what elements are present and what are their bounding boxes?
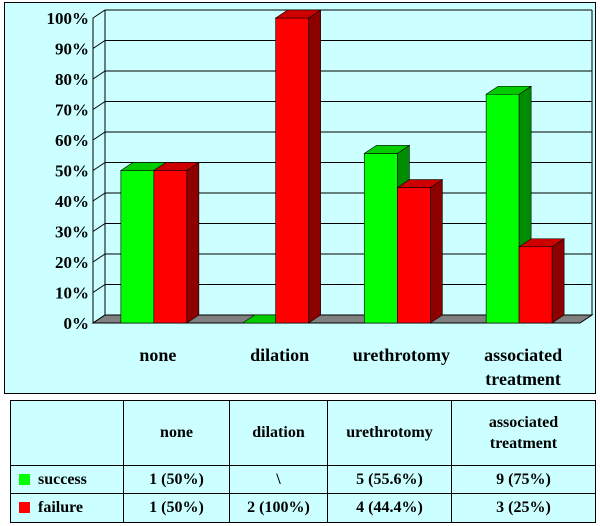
- side-gridline: [92, 101, 106, 110]
- bar-side-failure: [551, 238, 565, 324]
- bar-side-failure: [186, 161, 200, 324]
- side-gridline: [92, 9, 106, 19]
- bar-top-success: [485, 85, 533, 95]
- table-cell: 2 (100%): [229, 493, 328, 523]
- table-cell: 3 (25%): [451, 493, 596, 523]
- data-table: none dilation urethrotomy associated tre…: [10, 400, 596, 523]
- table-cell: 4 (44.4%): [327, 493, 452, 523]
- side-gridline: [92, 253, 106, 263]
- side-gridline: [92, 70, 106, 80]
- y-tick-label: 80%: [55, 70, 89, 89]
- success-swatch: [19, 473, 30, 485]
- side-gridline: [92, 162, 106, 171]
- table-cell: 1 (50%): [123, 493, 230, 523]
- x-tick-label: associated treatment: [484, 345, 562, 389]
- y-tick-label: 30%: [55, 223, 89, 242]
- table-header-row: none dilation urethrotomy associated tre…: [10, 400, 596, 466]
- table-row: failure 1 (50%) 2 (100%) 4 (44.4%) 3 (25…: [10, 493, 596, 523]
- bar-failure: [397, 187, 431, 324]
- table-header-cell: associated treatment: [451, 400, 596, 466]
- table-header-cell: dilation: [229, 400, 328, 466]
- y-tick-label: 40%: [55, 192, 89, 211]
- table-cell: 9 (75%): [451, 464, 596, 495]
- y-tick-label: 60%: [55, 131, 89, 150]
- chart-frame: 0% 10% 20% 30% 40% 50% 60% 70% 80% 90% 100% none dil…: [4, 2, 596, 394]
- bar-failure: [518, 246, 553, 324]
- y-tick-label: 50%: [55, 162, 89, 181]
- y-tick-label: 0%: [64, 314, 90, 333]
- bar-top-failure: [396, 179, 444, 188]
- bar-side-failure: [308, 9, 321, 324]
- bar-chart: 0% 10% 20% 30% 40% 50% 60% 70% 80% 90% 100% none dil…: [47, 9, 594, 389]
- table-cell: 5 (55.6%): [327, 464, 452, 495]
- side-gridline: [92, 192, 106, 202]
- y-tick-label: 100%: [47, 9, 90, 28]
- x-tick-label: dilation: [250, 345, 309, 365]
- y-tick-label: 70%: [55, 101, 89, 120]
- bar-top-failure: [274, 9, 322, 19]
- y-tick-label: 20%: [55, 253, 89, 272]
- table-cell: 1 (50%): [123, 464, 230, 495]
- bar-failure: [275, 17, 309, 324]
- bar-success: [364, 153, 398, 324]
- y-tick-label: 90%: [55, 40, 89, 59]
- table-header-cell: none: [123, 400, 230, 466]
- table-cell: \: [229, 464, 328, 495]
- series-label-cell: success: [10, 464, 124, 495]
- y-tick-label: 10%: [55, 284, 89, 303]
- bar-success: [485, 93, 520, 324]
- series-label-cell: failure: [10, 493, 124, 523]
- failure-swatch: [19, 502, 30, 514]
- side-gridline: [92, 223, 106, 232]
- bar-success: [120, 170, 155, 324]
- bar-top-success: [363, 145, 411, 154]
- table-row: success 1 (50%) \ 5 (55.6%) 9 (75%): [10, 464, 596, 495]
- bar-top-failure: [152, 162, 200, 171]
- table-header-cell: [10, 400, 124, 466]
- x-tick-label: none: [139, 345, 176, 365]
- x-tick-label: urethrotomy: [353, 345, 450, 365]
- series-label: failure: [38, 499, 84, 517]
- bar-side-failure: [430, 179, 443, 324]
- series-label: success: [38, 470, 87, 488]
- bar-failure: [153, 170, 188, 324]
- side-gridline: [92, 40, 106, 49]
- side-gridline: [92, 284, 106, 293]
- bar-top-failure: [518, 238, 566, 248]
- side-gridline: [92, 131, 106, 141]
- table-header-cell: urethrotomy: [327, 400, 452, 466]
